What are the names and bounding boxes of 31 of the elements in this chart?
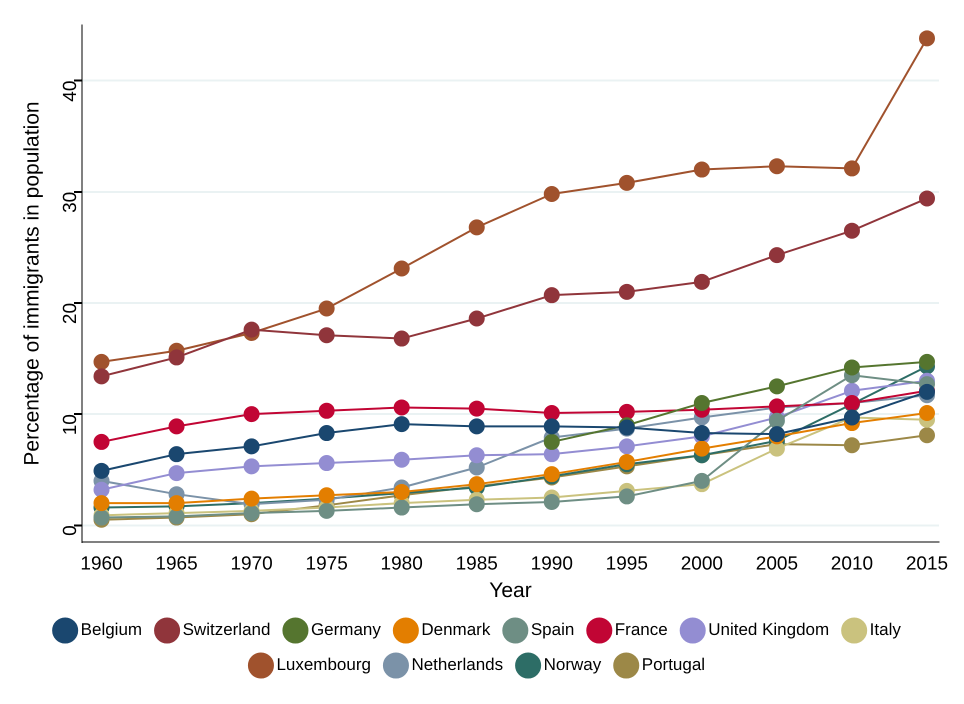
y-tick-label: 30 [60, 192, 82, 213]
x-tick-label: 1965 [155, 554, 198, 575]
y-tick-label: 10 [60, 414, 82, 436]
x-tick-label: 2015 [906, 554, 948, 575]
legend-label: Netherlands [411, 655, 504, 674]
legend-label: United Kingdom [708, 620, 830, 640]
legend-label: Belgium [80, 620, 142, 640]
y-axis-title: Percentage of immigrants in population [20, 101, 44, 466]
x-tick-label: 1960 [80, 554, 123, 575]
legend-label: Denmark [421, 620, 491, 640]
legend-label: Portugal [642, 655, 706, 674]
x-tick-label: 1970 [230, 554, 273, 575]
y-tick-label: 20 [60, 302, 82, 324]
legend-label: Switzerland [182, 620, 270, 640]
x-tick-label: 2000 [680, 554, 723, 575]
x-tick-label: 1980 [380, 554, 423, 575]
x-tick-label: 2010 [830, 554, 874, 575]
legend-label: Spain [530, 620, 574, 640]
legend-label: Germany [310, 620, 382, 640]
legend-label: Italy [870, 620, 902, 640]
x-tick-label: 1995 [606, 554, 648, 575]
x-tick-label: 1975 [306, 554, 348, 575]
x-tick-label: 1985 [456, 554, 498, 575]
y-tick-label: 40 [60, 80, 82, 102]
x-tick-label: 2005 [756, 554, 798, 575]
legend-label: Norway [544, 655, 602, 674]
x-tick-label: 1990 [530, 554, 573, 575]
legend-label: Luxembourg [276, 655, 371, 674]
y-tick-label: 0 [60, 525, 82, 536]
x-axis-title: Year [489, 579, 532, 602]
legend-label: France [614, 620, 668, 640]
